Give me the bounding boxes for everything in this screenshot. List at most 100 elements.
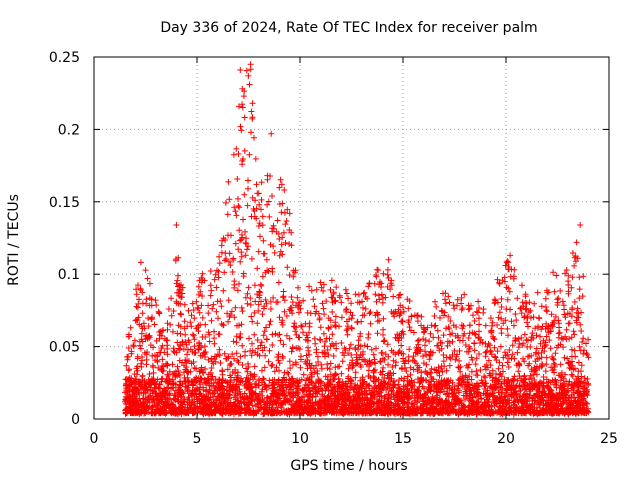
data-point <box>346 316 353 323</box>
data-point <box>324 361 331 368</box>
data-point <box>237 258 244 265</box>
data-point <box>276 367 282 374</box>
data-point <box>176 357 183 364</box>
data-point <box>134 317 141 324</box>
data-point <box>296 334 303 341</box>
data-point <box>267 298 274 305</box>
data-point <box>150 369 157 376</box>
data-point <box>298 322 305 329</box>
data-point <box>376 281 383 288</box>
data-point <box>139 300 146 307</box>
data-point <box>178 281 184 288</box>
data-point <box>535 350 542 357</box>
data-point <box>283 395 289 402</box>
data-point <box>263 256 270 263</box>
data-point <box>468 390 475 397</box>
data-point <box>517 305 524 312</box>
data-point <box>356 354 363 361</box>
data-point <box>150 377 157 384</box>
data-point <box>540 374 547 380</box>
data-point <box>443 325 449 332</box>
data-point <box>258 379 265 386</box>
data-point <box>571 395 577 401</box>
data-point <box>233 376 240 383</box>
data-point <box>253 215 260 222</box>
data-point <box>503 306 510 313</box>
data-point <box>367 309 374 316</box>
data-point <box>258 339 265 346</box>
data-point <box>175 387 182 394</box>
data-point <box>304 309 311 316</box>
data-point <box>465 364 471 371</box>
data-point <box>317 337 324 344</box>
data-point <box>290 267 297 274</box>
data-point <box>164 320 171 327</box>
data-point <box>216 253 223 260</box>
data-point <box>365 373 372 380</box>
data-point <box>199 293 206 299</box>
data-point <box>393 359 399 366</box>
data-point <box>184 374 191 381</box>
data-point <box>261 250 268 257</box>
data-point <box>497 343 504 350</box>
data-point <box>187 404 194 411</box>
data-point <box>221 350 228 357</box>
data-point <box>236 386 243 393</box>
data-point <box>523 410 530 417</box>
data-point <box>206 338 213 345</box>
data-point <box>374 311 381 318</box>
data-point <box>252 298 259 305</box>
data-point <box>457 368 464 375</box>
data-point <box>139 310 146 317</box>
data-point <box>284 264 291 271</box>
data-point <box>494 276 501 283</box>
data-point <box>411 312 418 319</box>
data-point <box>181 301 188 308</box>
data-point <box>300 409 307 415</box>
data-point <box>123 376 130 382</box>
data-point <box>509 351 516 358</box>
data-point <box>245 243 251 250</box>
data-point <box>489 385 495 392</box>
data-point <box>255 345 261 352</box>
data-point <box>543 402 550 409</box>
data-point <box>254 337 261 343</box>
data-point <box>367 320 374 327</box>
data-point <box>300 386 307 393</box>
data-point <box>578 309 585 316</box>
data-point <box>446 362 453 369</box>
data-point <box>380 326 387 333</box>
data-point <box>236 103 242 110</box>
data-point <box>380 331 386 338</box>
data-point <box>512 405 519 412</box>
data-point <box>194 409 201 416</box>
data-point <box>435 334 442 341</box>
data-point <box>205 329 212 336</box>
data-point <box>415 344 422 351</box>
data-point <box>432 298 438 305</box>
data-point <box>499 362 506 369</box>
data-point <box>508 408 515 415</box>
data-point <box>345 295 352 302</box>
data-point <box>286 306 293 313</box>
data-point <box>447 385 453 392</box>
data-point <box>334 383 341 389</box>
data-point <box>459 325 466 332</box>
data-point <box>532 351 539 358</box>
data-point <box>259 311 266 318</box>
data-point <box>215 315 221 322</box>
data-point <box>384 398 391 405</box>
data-point <box>530 314 537 321</box>
data-point <box>373 273 380 280</box>
data-point <box>277 248 284 255</box>
data-point <box>269 410 275 417</box>
data-point <box>201 343 208 350</box>
data-point <box>144 335 151 342</box>
data-point <box>126 333 133 340</box>
data-point <box>210 301 217 308</box>
data-point <box>247 397 254 404</box>
data-point <box>330 353 337 359</box>
data-point <box>550 269 557 276</box>
data-point <box>237 379 244 386</box>
data-point <box>452 401 459 408</box>
